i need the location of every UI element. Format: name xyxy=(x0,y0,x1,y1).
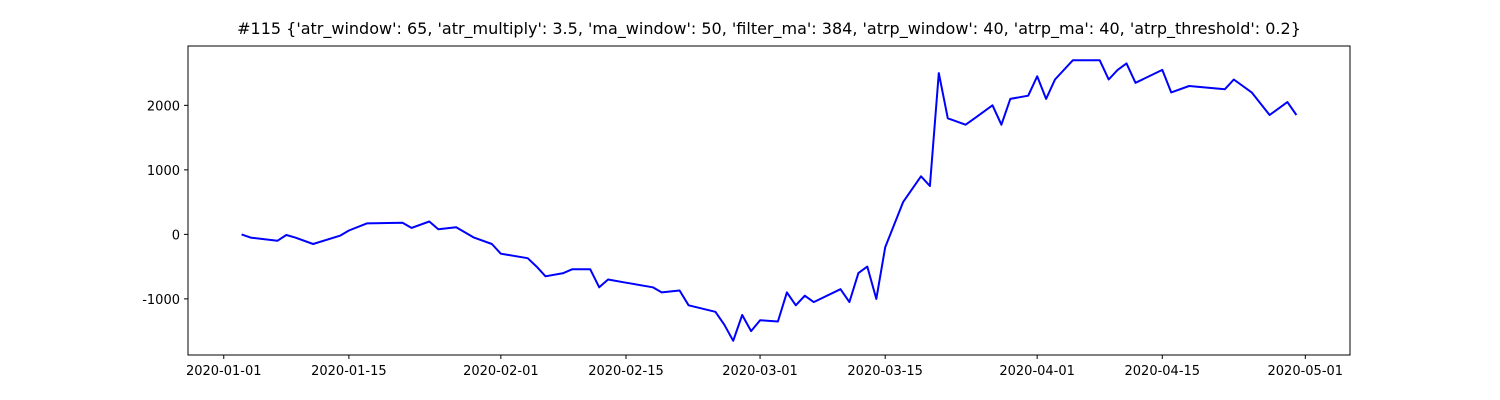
x-tick-label: 2020-01-01 xyxy=(186,364,262,379)
y-tick-label: -1000 xyxy=(142,293,180,308)
x-tick-label: 2020-03-15 xyxy=(847,364,923,379)
x-tick-label: 2020-04-15 xyxy=(1125,364,1201,379)
x-tick-label: 2020-02-15 xyxy=(588,364,664,379)
y-tick-label: 0 xyxy=(172,228,180,243)
x-tick-label: 2020-03-01 xyxy=(722,364,798,379)
x-tick-label: 2020-04-01 xyxy=(999,364,1075,379)
y-tick-label: 2000 xyxy=(147,99,180,114)
y-tick-label: 1000 xyxy=(147,164,180,179)
x-tick-label: 2020-05-01 xyxy=(1268,364,1344,379)
x-tick-label: 2020-01-15 xyxy=(311,364,387,379)
plot-frame xyxy=(187,45,1351,356)
chart-title: #115 {'atr_window': 65, 'atr_multiply': … xyxy=(237,19,1301,39)
x-tick-label: 2020-02-01 xyxy=(463,364,539,379)
line-series xyxy=(241,59,1298,342)
